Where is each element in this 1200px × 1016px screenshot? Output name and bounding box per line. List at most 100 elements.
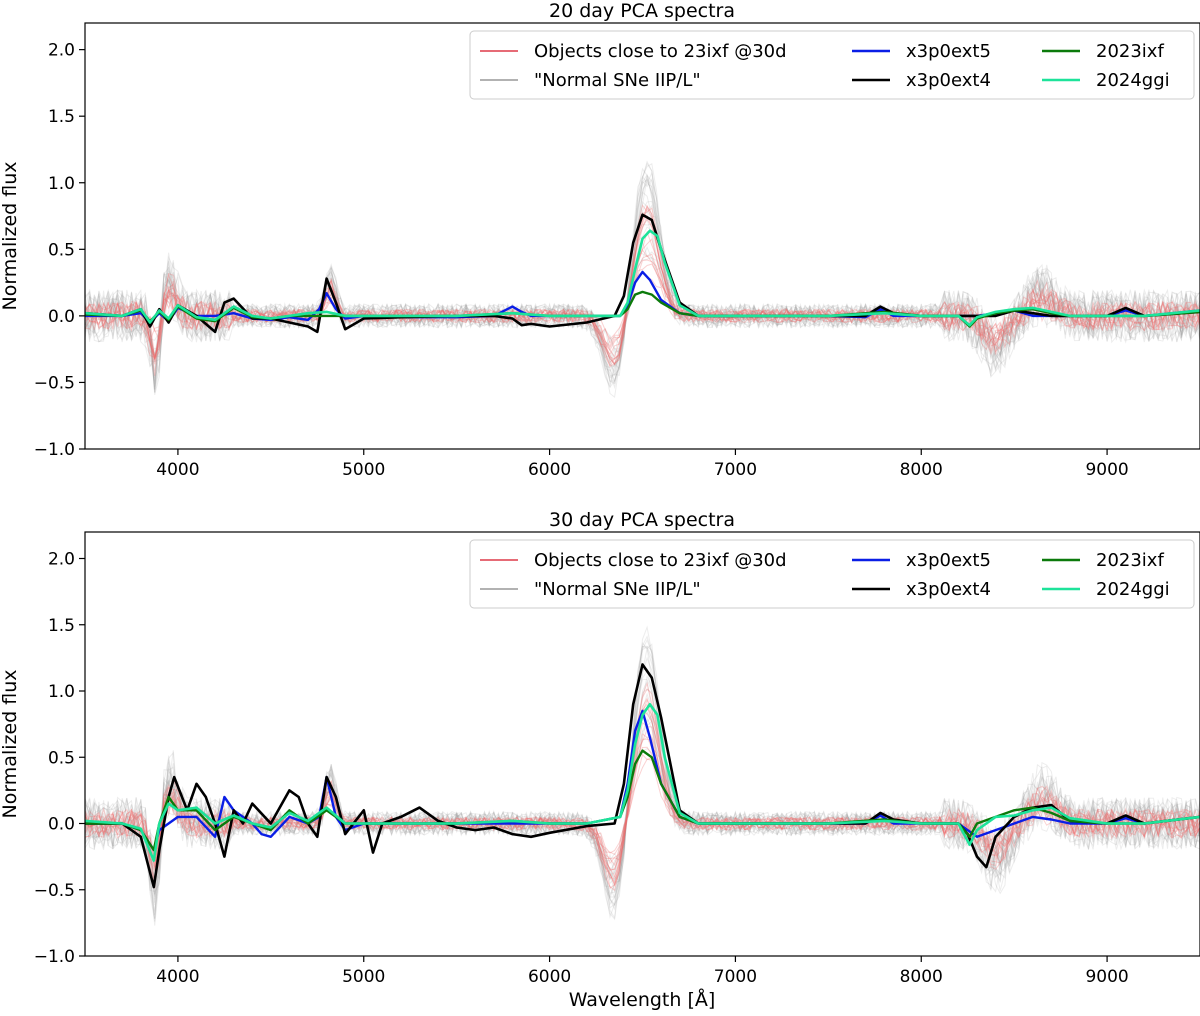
y-axis-title: Normalized flux [0,669,21,818]
legend-label-normal: "Normal SNe IIP/L" [534,70,701,91]
y-tick-label: 1.5 [48,107,75,127]
background-spectrum-normal [85,178,1200,393]
model-series-group [85,213,1200,334]
background-spectrum-normal [85,179,1200,384]
model-series-group [85,663,1200,889]
y-tick-label: −1.0 [34,440,75,460]
background-spectrum-normal [85,174,1200,385]
panel-bottom: 30 day PCA spectra −1.0 −0.5 0.0 0.5 1.0… [0,509,1200,1011]
background-spectrum-normal [85,736,1200,876]
legend-label-2024ggi: 2024ggi [1096,70,1170,91]
y-tick-label: 0.0 [48,307,75,327]
panel-title: 30 day PCA spectra [549,509,735,531]
legend-label-normal: "Normal SNe IIP/L" [534,579,701,600]
x-tick-label: 4000 [156,460,199,480]
background-spectrum-normal [85,642,1200,920]
legend-label-2023ixf: 2023ixf [1096,41,1164,62]
legend-box [469,30,1195,100]
x-tick-label: 4000 [156,967,199,987]
y-tick-label: −1.0 [34,947,75,967]
background-spectrum-normal [85,191,1200,383]
legend-box [469,539,1195,609]
x-tick-label: 7000 [714,967,757,987]
background-spectrum-object [85,211,1200,366]
legend-label-x3p0ext5: x3p0ext5 [906,550,991,571]
series-line-x3p0ext4 [85,663,1200,889]
background-spectrum-normal [85,720,1200,886]
background-spectrum-object [85,248,1200,358]
background-spectrum-object [85,263,1200,345]
x-tick-label: 6000 [528,460,571,480]
background-spectrum-normal [85,200,1200,393]
background-spectrum-normal [85,647,1200,907]
y-tick-label: −0.5 [34,373,75,393]
series-line-2024ggi [85,703,1200,862]
x-tick-label: 5000 [342,967,385,987]
y-tick-label: −0.5 [34,881,75,901]
x-ticks: 4000 5000 6000 7000 8000 9000 [156,449,1129,480]
background-spectrum-normal [85,656,1200,915]
background-spectrum-normal [85,257,1200,371]
background-spectrum-normal [85,670,1200,898]
y-axis-title: Normalized flux [0,161,21,310]
background-spectrum-normal [85,635,1200,906]
y-tick-label: 1.5 [48,616,75,636]
y-ticks: −1.0 −0.5 0.0 0.5 1.0 1.5 2.0 [34,41,85,460]
x-tick-label: 7000 [714,460,757,480]
y-tick-label: 2.0 [48,550,75,570]
x-axis-title: Wavelength [Å] [569,988,716,1011]
background-spectrum-normal [85,245,1200,360]
panel-top: 20 day PCA spectra −1.0 −0.5 0.0 0.5 1.0… [0,0,1200,480]
background-spectrum-normal [85,226,1200,365]
background-spectrum-normal [85,643,1200,911]
y-tick-label: 0.0 [48,815,75,835]
background-spectrum-normal [85,679,1200,900]
y-tick-label: 1.0 [48,682,75,702]
y-tick-label: 1.0 [48,174,75,194]
background-spectrum-object [85,218,1200,360]
legend-label-objects: Objects close to 23ixf @30d [534,550,787,571]
panel-title: 20 day PCA spectra [549,0,735,22]
background-spectra [85,160,1200,399]
background-spectrum-normal [85,252,1200,361]
y-tick-label: 2.0 [48,41,75,61]
y-ticks: −1.0 −0.5 0.0 0.5 1.0 1.5 2.0 [34,550,85,967]
background-spectrum-normal [85,175,1200,374]
background-spectrum-normal [85,177,1200,382]
background-spectrum-object [85,214,1200,363]
legend-label-2024ggi: 2024ggi [1096,579,1170,600]
background-spectrum-normal [85,167,1200,385]
background-spectrum-normal [85,173,1200,389]
background-spectra [85,625,1200,926]
x-tick-label: 5000 [342,460,385,480]
background-spectrum-object [85,738,1200,861]
background-spectrum-normal [85,638,1200,922]
y-tick-label: 0.5 [48,748,75,768]
background-spectrum-object [85,230,1200,362]
axes-frame [84,22,1200,450]
legend-label-objects: Objects close to 23ixf @30d [534,41,787,62]
x-tick-label: 8000 [900,460,943,480]
background-spectrum-object [85,204,1200,368]
x-tick-label: 6000 [528,967,571,987]
background-spectrum-normal [85,211,1200,379]
legend: Objects close to 23ixf @30d "Normal SNe … [469,30,1195,100]
background-spectrum-normal [85,223,1200,383]
y-tick-label: 0.5 [48,240,75,260]
series-line-2024ggi [85,229,1200,327]
legend-label-x3p0ext4: x3p0ext4 [906,579,991,600]
axes-frame [84,531,1200,957]
legend-label-x3p0ext4: x3p0ext4 [906,70,991,91]
background-spectrum-normal [85,171,1200,390]
legend: Objects close to 23ixf @30d "Normal SNe … [469,539,1195,609]
legend-label-2023ixf: 2023ixf [1096,550,1164,571]
background-spectrum-normal [85,162,1200,392]
background-spectrum-object [85,688,1200,892]
x-tick-label: 8000 [900,967,943,987]
legend-label-x3p0ext5: x3p0ext5 [906,41,991,62]
x-tick-label: 9000 [1085,967,1128,987]
background-spectrum-object [85,728,1200,872]
background-spectrum-object [85,205,1200,365]
background-spectrum-normal [85,160,1200,390]
